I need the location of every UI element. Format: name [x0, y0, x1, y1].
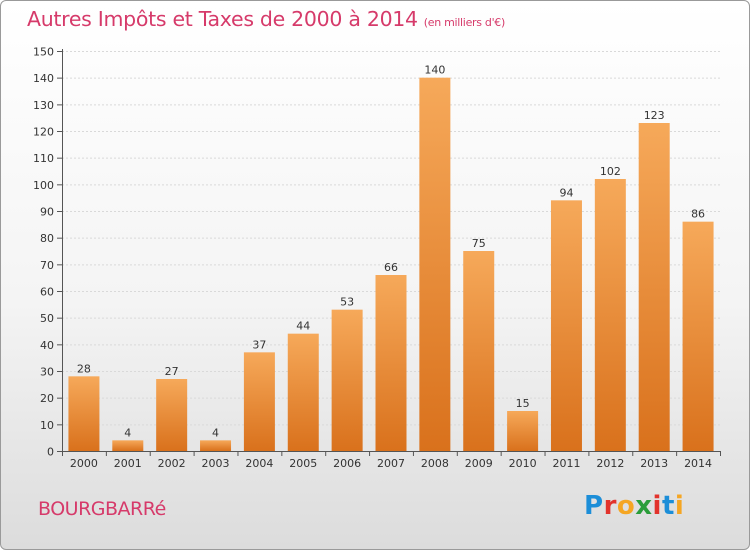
y-tick-label: 100: [33, 179, 54, 192]
y-tick-label: 0: [47, 446, 54, 459]
y-tick-label: 120: [33, 126, 54, 139]
x-tick-label: 2007: [377, 457, 405, 470]
bar-2012: [594, 179, 626, 451]
bar-2014: [682, 221, 714, 451]
y-tick-label: 110: [33, 152, 54, 165]
bar-2010: [507, 411, 539, 451]
data-label: 94: [559, 186, 573, 199]
bar-2013: [638, 123, 670, 451]
y-tick-label: 150: [33, 46, 54, 59]
y-tick-label: 20: [40, 392, 54, 405]
y-tick-label: 50: [40, 312, 54, 325]
bar-2007: [375, 275, 407, 451]
brand-letter: o: [616, 491, 636, 521]
y-tick-label: 80: [40, 232, 54, 245]
data-label: 4: [124, 426, 131, 439]
axes: 0 10 20 30 40 50 60 70 80 90 100 110 120 130 140 150: [33, 46, 721, 459]
x-tick-label: 2000: [70, 457, 98, 470]
x-tick-label: 2001: [114, 457, 142, 470]
data-label: 86: [691, 208, 705, 221]
brand-letter: x: [635, 491, 653, 521]
bar-2004: [243, 352, 275, 451]
bar-2011: [550, 200, 582, 451]
x-tick-label: 2003: [202, 457, 230, 470]
bars: [68, 77, 714, 452]
bar-2002: [156, 379, 188, 451]
bar-2005: [287, 333, 319, 451]
x-tick-label: 2013: [640, 457, 668, 470]
x-tick-label: 2004: [245, 457, 273, 470]
data-label: 37: [252, 338, 266, 351]
x-tick-label: 2014: [684, 457, 712, 470]
data-label: 28: [77, 362, 91, 375]
data-label: 102: [600, 165, 621, 178]
y-tick-label: 90: [40, 206, 54, 219]
x-tick-label: 2009: [465, 457, 493, 470]
y-tick-label: 60: [40, 286, 54, 299]
title-text: Autres Impôts et Taxes de 2000 à 2014: [27, 7, 418, 31]
x-tick-label: 2010: [509, 457, 537, 470]
x-tick-label: 2012: [596, 457, 624, 470]
data-label: 15: [516, 397, 530, 410]
labels: 28 2000 4 2001 27 2002 4 2003 37 2004 44 2005 53 2006…: [70, 64, 712, 470]
y-tick-label: 30: [40, 366, 54, 379]
bar-2001: [112, 440, 144, 451]
x-tick-label: 2011: [552, 457, 580, 470]
brand-letter: P: [584, 491, 604, 521]
bar-2000: [68, 376, 100, 451]
data-label: 75: [472, 237, 486, 250]
x-tick-label: 2008: [421, 457, 449, 470]
y-tick-label: 40: [40, 339, 54, 352]
data-label: 66: [384, 261, 398, 274]
x-tick-label: 2006: [333, 457, 361, 470]
brand-letter: r: [603, 491, 617, 521]
y-tick-label: 10: [40, 419, 54, 432]
data-label: 4: [212, 426, 219, 439]
bar-2008: [419, 77, 451, 452]
data-label: 27: [165, 365, 179, 378]
bar-2009: [463, 251, 495, 451]
bar-2003: [200, 440, 232, 451]
brand-logo: Proxiti: [584, 491, 684, 521]
brand-letter: t: [661, 491, 675, 521]
chart-title: Autres Impôts et Taxes de 2000 à 2014 (en…: [27, 7, 505, 31]
bar-2006: [331, 309, 363, 451]
x-tick-label: 2005: [289, 457, 317, 470]
brand-letter: i: [652, 491, 662, 521]
data-label: 140: [424, 64, 445, 77]
y-tick-label: 70: [40, 259, 54, 272]
data-label: 53: [340, 296, 354, 309]
commune-name: BOURGBARRé: [38, 498, 166, 520]
y-tick-label: 140: [33, 72, 54, 85]
data-label: 44: [296, 320, 310, 333]
data-label: 123: [644, 109, 665, 122]
x-tick-label: 2002: [158, 457, 186, 470]
chart-subtitle: (en milliers d'€): [423, 16, 505, 29]
brand-letter: i: [674, 491, 685, 521]
y-tick-label: 130: [33, 99, 54, 112]
